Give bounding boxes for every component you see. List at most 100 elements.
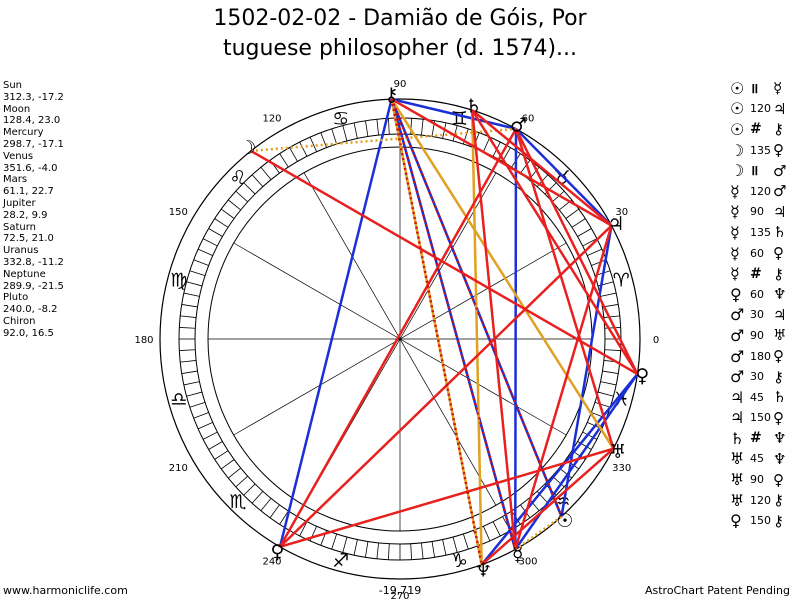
planet-glyph: ♄ [465,95,482,117]
degree-tick [220,459,235,470]
aspect-planet-2-glyph: ⚷ [773,367,784,386]
planet-coordinates: 72.5, 21.0 [3,233,54,245]
footer-website: www.harmoniclife.com [3,584,128,597]
aspect-row: ☉ 120 ♃ [730,99,786,120]
aspect-type: 180 [750,349,771,363]
degree-tick [353,539,358,556]
planet-name: Uranus [3,245,39,257]
aspect-line [480,373,639,566]
degree-tick [421,119,424,136]
aspect-line [278,128,518,548]
zodiac-sign-glyph: ♋ [332,108,349,130]
aspect-row: ☉ # ⚷ [730,119,786,140]
aspect-planet-2-glyph: ⚷ [773,491,784,510]
degree-tick [388,118,390,135]
aspect-row: ☿ 135 ♄ [730,222,786,243]
aspect-row: ♀ 150 ⚷ [730,510,786,531]
aspect-row: ☿ 90 ♃ [730,202,786,223]
aspect-planet-2-glyph: ♂ [773,161,787,180]
aspect-planet-2-glyph: ⚷ [773,120,784,139]
aspect-planet-2-glyph: ♃ [773,99,787,118]
zodiac-sign-glyph: ♎ [170,388,187,410]
planet-glyph: ♂ [510,115,527,137]
aspect-planet-2-glyph: ♃ [773,305,787,324]
aspect-line [250,149,639,376]
footer-patent: AstroChart Patent Pending [644,584,790,597]
degree-tick [353,122,358,139]
aspect-planet-1-glyph: ♃ [730,387,745,407]
aspect-line [390,98,483,565]
aspect-planet-1-glyph: ♂ [730,346,745,366]
aspect-type: 30 [750,370,764,384]
planet-coordinates: 92.0, 16.5 [3,327,54,339]
degree-tick [594,401,611,408]
aspect-line [471,109,613,227]
aspect-type: # [750,121,762,138]
degree-tick [193,259,209,266]
aspect-planet-2-glyph: ♀ [773,470,784,489]
degree-tick [208,441,223,450]
degree-tick [227,199,241,211]
aspect-type: 60 [750,287,764,301]
planet-name: Sun [3,80,23,91]
degree-tick [243,182,256,195]
aspect-line [514,128,518,550]
degree-tick [181,304,198,308]
aspect-row: ♄ # ♆ [730,428,786,449]
degree-tick [235,475,248,488]
aspect-line [279,447,614,549]
aspect-row: ♂ 30 ♃ [730,305,786,326]
aspect-planet-1-glyph: ♃ [730,408,745,428]
zodiac-sign-glyph: ♑ [451,550,468,572]
degree-tick [492,521,501,537]
aspect-row: ♅ 120 ⚷ [730,490,786,511]
planet-coordinates: 128.4, 23.0 [3,115,61,127]
aspect-planet-1-glyph: ♂ [730,367,745,387]
aspect-type: 120 [750,493,771,507]
degree-tick [591,259,607,266]
degree-tick [197,422,213,430]
planet-name: Chiron [3,315,36,327]
degree-tick [309,136,317,152]
aspect-line [390,98,563,517]
degree-label: 210 [169,463,188,474]
aspect-type: 135 [750,225,771,239]
aspect-type: 150 [750,514,771,528]
degree-tick [202,431,218,440]
degree-label: 120 [262,113,281,124]
planet-glyph: ☽ [239,137,256,159]
planet-glyph: ♃ [607,213,624,235]
degree-tick [214,218,229,228]
aspect-planet-1-glyph: ♂ [730,305,745,325]
aspect-row: ♅ 45 ♆ [730,449,786,470]
zodiac-sign-glyph: ♌ [230,167,247,189]
aspect-planet-1-glyph: ☿ [730,264,740,284]
aspect-type: ॥ [750,80,759,97]
zodiac-sign-glyph: ♈ [613,270,630,292]
degree-tick [279,510,289,525]
degree-tick [421,542,424,559]
degree-tick [181,370,198,374]
aspect-planet-1-glyph: ☉ [730,99,745,119]
aspect-type: 150 [750,411,771,425]
aspect-row: ♃ 150 ♀ [730,408,786,429]
planet-glyph: ♀ [271,541,285,563]
aspect-planet-1-glyph: ☽ [730,161,745,181]
degree-tick [227,467,241,479]
degree-tick [269,504,280,519]
planet-glyph: ☉ [556,510,573,532]
planet-coordinates: 298.7, -17.1 [3,138,64,150]
aspect-row: ☽ ॥ ♂ [730,160,786,181]
footer-number: -19,719 [378,584,422,597]
degree-label: 60 [522,113,535,124]
aspect-planet-1-glyph: ☿ [730,222,740,242]
planet-position-list: Sun 312.3, -17.2 Moon 128.4, 23.0 Mercury 298… [3,80,64,340]
planet-name: Jupiter [3,197,36,209]
aspect-type: 120 [750,184,771,198]
house-division-line [233,242,567,436]
degree-tick [186,391,203,397]
aspect-planet-1-glyph: ♀ [730,511,742,531]
aspect-type: # [750,430,762,447]
aspect-type: 45 [750,390,764,404]
degree-label: 300 [518,557,537,568]
